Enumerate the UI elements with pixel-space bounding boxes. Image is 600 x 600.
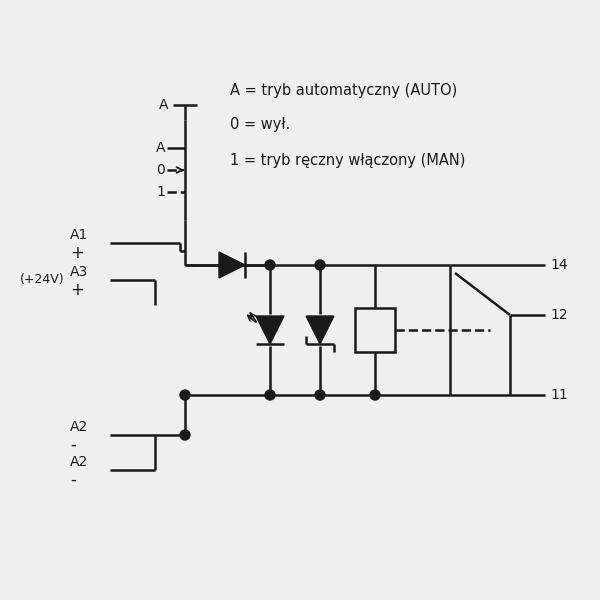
Bar xyxy=(355,308,395,352)
Text: -: - xyxy=(190,256,196,274)
Text: 0 = wył.: 0 = wył. xyxy=(230,118,290,133)
Text: A1: A1 xyxy=(70,228,88,242)
Text: 1 = tryb ręczny włączony (MAN): 1 = tryb ręczny włączony (MAN) xyxy=(230,152,466,167)
Circle shape xyxy=(370,390,380,400)
Text: 0: 0 xyxy=(156,163,165,177)
Circle shape xyxy=(265,260,275,270)
Text: A2: A2 xyxy=(70,420,88,434)
Text: -: - xyxy=(70,436,76,454)
Text: (+24V): (+24V) xyxy=(20,274,65,286)
Text: 12: 12 xyxy=(550,308,568,322)
Polygon shape xyxy=(256,316,284,344)
Text: A2: A2 xyxy=(70,455,88,469)
Text: A: A xyxy=(155,141,165,155)
Text: A = tryb automatyczny (AUTO): A = tryb automatyczny (AUTO) xyxy=(230,82,457,97)
Circle shape xyxy=(180,430,190,440)
Polygon shape xyxy=(219,252,245,278)
Text: -: - xyxy=(70,471,76,489)
Polygon shape xyxy=(306,316,334,344)
Text: 14: 14 xyxy=(550,258,568,272)
Text: +: + xyxy=(70,244,84,262)
Text: 1: 1 xyxy=(156,185,165,199)
Circle shape xyxy=(315,260,325,270)
Circle shape xyxy=(180,390,190,400)
Text: +: + xyxy=(70,281,84,299)
Circle shape xyxy=(265,390,275,400)
Circle shape xyxy=(315,390,325,400)
Text: 11: 11 xyxy=(550,388,568,402)
Text: A3: A3 xyxy=(70,265,88,279)
Text: A: A xyxy=(158,98,168,112)
